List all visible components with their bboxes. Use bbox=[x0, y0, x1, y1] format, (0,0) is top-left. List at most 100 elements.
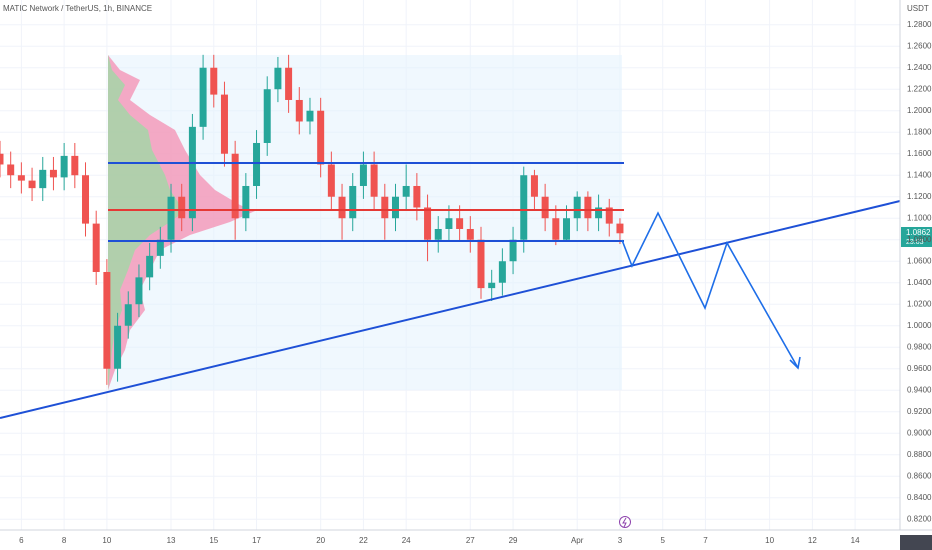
candle-body bbox=[509, 239, 517, 262]
x-tick-label: 7 bbox=[703, 536, 708, 545]
x-tick-label: 14 bbox=[851, 536, 860, 545]
x-tick-label: 13 bbox=[167, 536, 176, 545]
x-tick-label: 6 bbox=[19, 536, 24, 545]
candle-body bbox=[424, 207, 432, 240]
currency-label: USDT bbox=[907, 4, 929, 13]
projection-arrowhead bbox=[789, 356, 801, 370]
y-tick-label: 1.0800 bbox=[907, 235, 932, 244]
candle-body bbox=[263, 89, 271, 143]
candle-body bbox=[7, 164, 15, 176]
candle-body bbox=[317, 110, 325, 165]
x-tick-label: 5 bbox=[660, 536, 665, 545]
candle-body bbox=[167, 196, 175, 240]
candle-body bbox=[103, 271, 111, 369]
y-tick-label: 0.9000 bbox=[907, 428, 932, 437]
x-tick-label: 15 bbox=[209, 536, 218, 545]
candle-body bbox=[114, 325, 122, 369]
y-tick-label: 1.1200 bbox=[907, 192, 932, 201]
x-tick-label: 24 bbox=[402, 536, 411, 545]
candle-body bbox=[253, 142, 261, 186]
x-tick-label: 20 bbox=[316, 536, 325, 545]
event-icon-bolt bbox=[622, 517, 627, 528]
candle-body bbox=[156, 239, 164, 256]
candle-body bbox=[17, 175, 25, 181]
y-tick-label: 1.2000 bbox=[907, 106, 932, 115]
candle-body bbox=[456, 218, 464, 229]
candle-body bbox=[466, 228, 474, 240]
y-tick-label: 1.2800 bbox=[907, 20, 932, 29]
candle-body bbox=[520, 175, 528, 240]
candle-body bbox=[498, 261, 506, 283]
x-tick-label: 22 bbox=[359, 536, 368, 545]
y-tick-label: 1.1600 bbox=[907, 149, 932, 158]
candle-body bbox=[0, 153, 4, 165]
candle-body bbox=[530, 175, 538, 197]
candles bbox=[0, 54, 624, 385]
y-tick-label: 0.9600 bbox=[907, 364, 932, 373]
x-tick-label: 10 bbox=[765, 536, 774, 545]
last-price-box bbox=[901, 227, 932, 247]
y-tick-label: 1.2400 bbox=[907, 63, 932, 72]
candle-body bbox=[231, 153, 239, 219]
candle-body bbox=[477, 239, 485, 289]
candle-body bbox=[434, 228, 442, 240]
candle-body bbox=[573, 196, 581, 219]
candle-body bbox=[178, 196, 186, 219]
candle-body bbox=[210, 67, 218, 95]
x-tick-label: 3 bbox=[618, 536, 623, 545]
candle-body bbox=[82, 175, 90, 224]
y-tick-label: 1.1800 bbox=[907, 127, 932, 136]
candle-body bbox=[124, 304, 132, 326]
event-icon[interactable] bbox=[619, 516, 631, 528]
x-tick-label: 27 bbox=[466, 536, 475, 545]
candle-body bbox=[71, 155, 79, 176]
x-tick-label: 29 bbox=[509, 536, 518, 545]
last-price: 1.0862 bbox=[906, 228, 931, 237]
y-tick-label: 1.2600 bbox=[907, 41, 932, 50]
projection-path bbox=[621, 211, 799, 369]
candle-body bbox=[595, 207, 603, 219]
candle-body bbox=[445, 218, 453, 229]
chart-title: MATIC Network / TetherUS, 1h, BINANCE bbox=[3, 4, 152, 13]
candle-body bbox=[605, 207, 613, 224]
y-tick-label: 0.8400 bbox=[907, 493, 932, 502]
countdown: 23:03 bbox=[906, 239, 924, 246]
candle-body bbox=[135, 277, 143, 305]
candle-body bbox=[327, 164, 335, 197]
y-tick-label: 1.0600 bbox=[907, 256, 932, 265]
y-tick-label: 0.9400 bbox=[907, 385, 932, 394]
settings-box[interactable] bbox=[900, 535, 932, 550]
candle-body bbox=[381, 196, 389, 219]
candle-body bbox=[349, 185, 357, 219]
candle-body bbox=[60, 155, 68, 178]
candle-body bbox=[188, 126, 196, 219]
candle-body bbox=[402, 185, 410, 197]
candle-body bbox=[146, 255, 154, 278]
y-tick-label: 1.1000 bbox=[907, 213, 932, 222]
candle-body bbox=[359, 164, 367, 186]
candle-body bbox=[242, 185, 250, 219]
candle-body bbox=[306, 110, 314, 122]
candle-body bbox=[541, 196, 549, 219]
candle-body bbox=[563, 218, 571, 240]
candle-body bbox=[199, 67, 207, 127]
x-tick-label: 17 bbox=[252, 536, 261, 545]
candle-body bbox=[285, 67, 293, 100]
y-tick-label: 0.9200 bbox=[907, 407, 932, 416]
x-tick-label: 8 bbox=[62, 536, 67, 545]
x-tick-label: Apr bbox=[571, 536, 584, 545]
candle-body bbox=[616, 223, 624, 234]
y-tick-label: 1.0400 bbox=[907, 278, 932, 287]
candle-body bbox=[92, 223, 100, 272]
y-tick-label: 0.8200 bbox=[907, 514, 932, 523]
y-tick-label: 1.0000 bbox=[907, 321, 932, 330]
volume-profile-up bbox=[108, 55, 185, 390]
candle-body bbox=[220, 94, 228, 154]
candle-body bbox=[552, 218, 560, 240]
trend-line bbox=[0, 200, 901, 419]
y-tick-label: 0.9800 bbox=[907, 342, 932, 351]
candle-body bbox=[295, 99, 303, 122]
x-tick-label: 12 bbox=[808, 536, 817, 545]
y-tick-label: 0.8800 bbox=[907, 450, 932, 459]
